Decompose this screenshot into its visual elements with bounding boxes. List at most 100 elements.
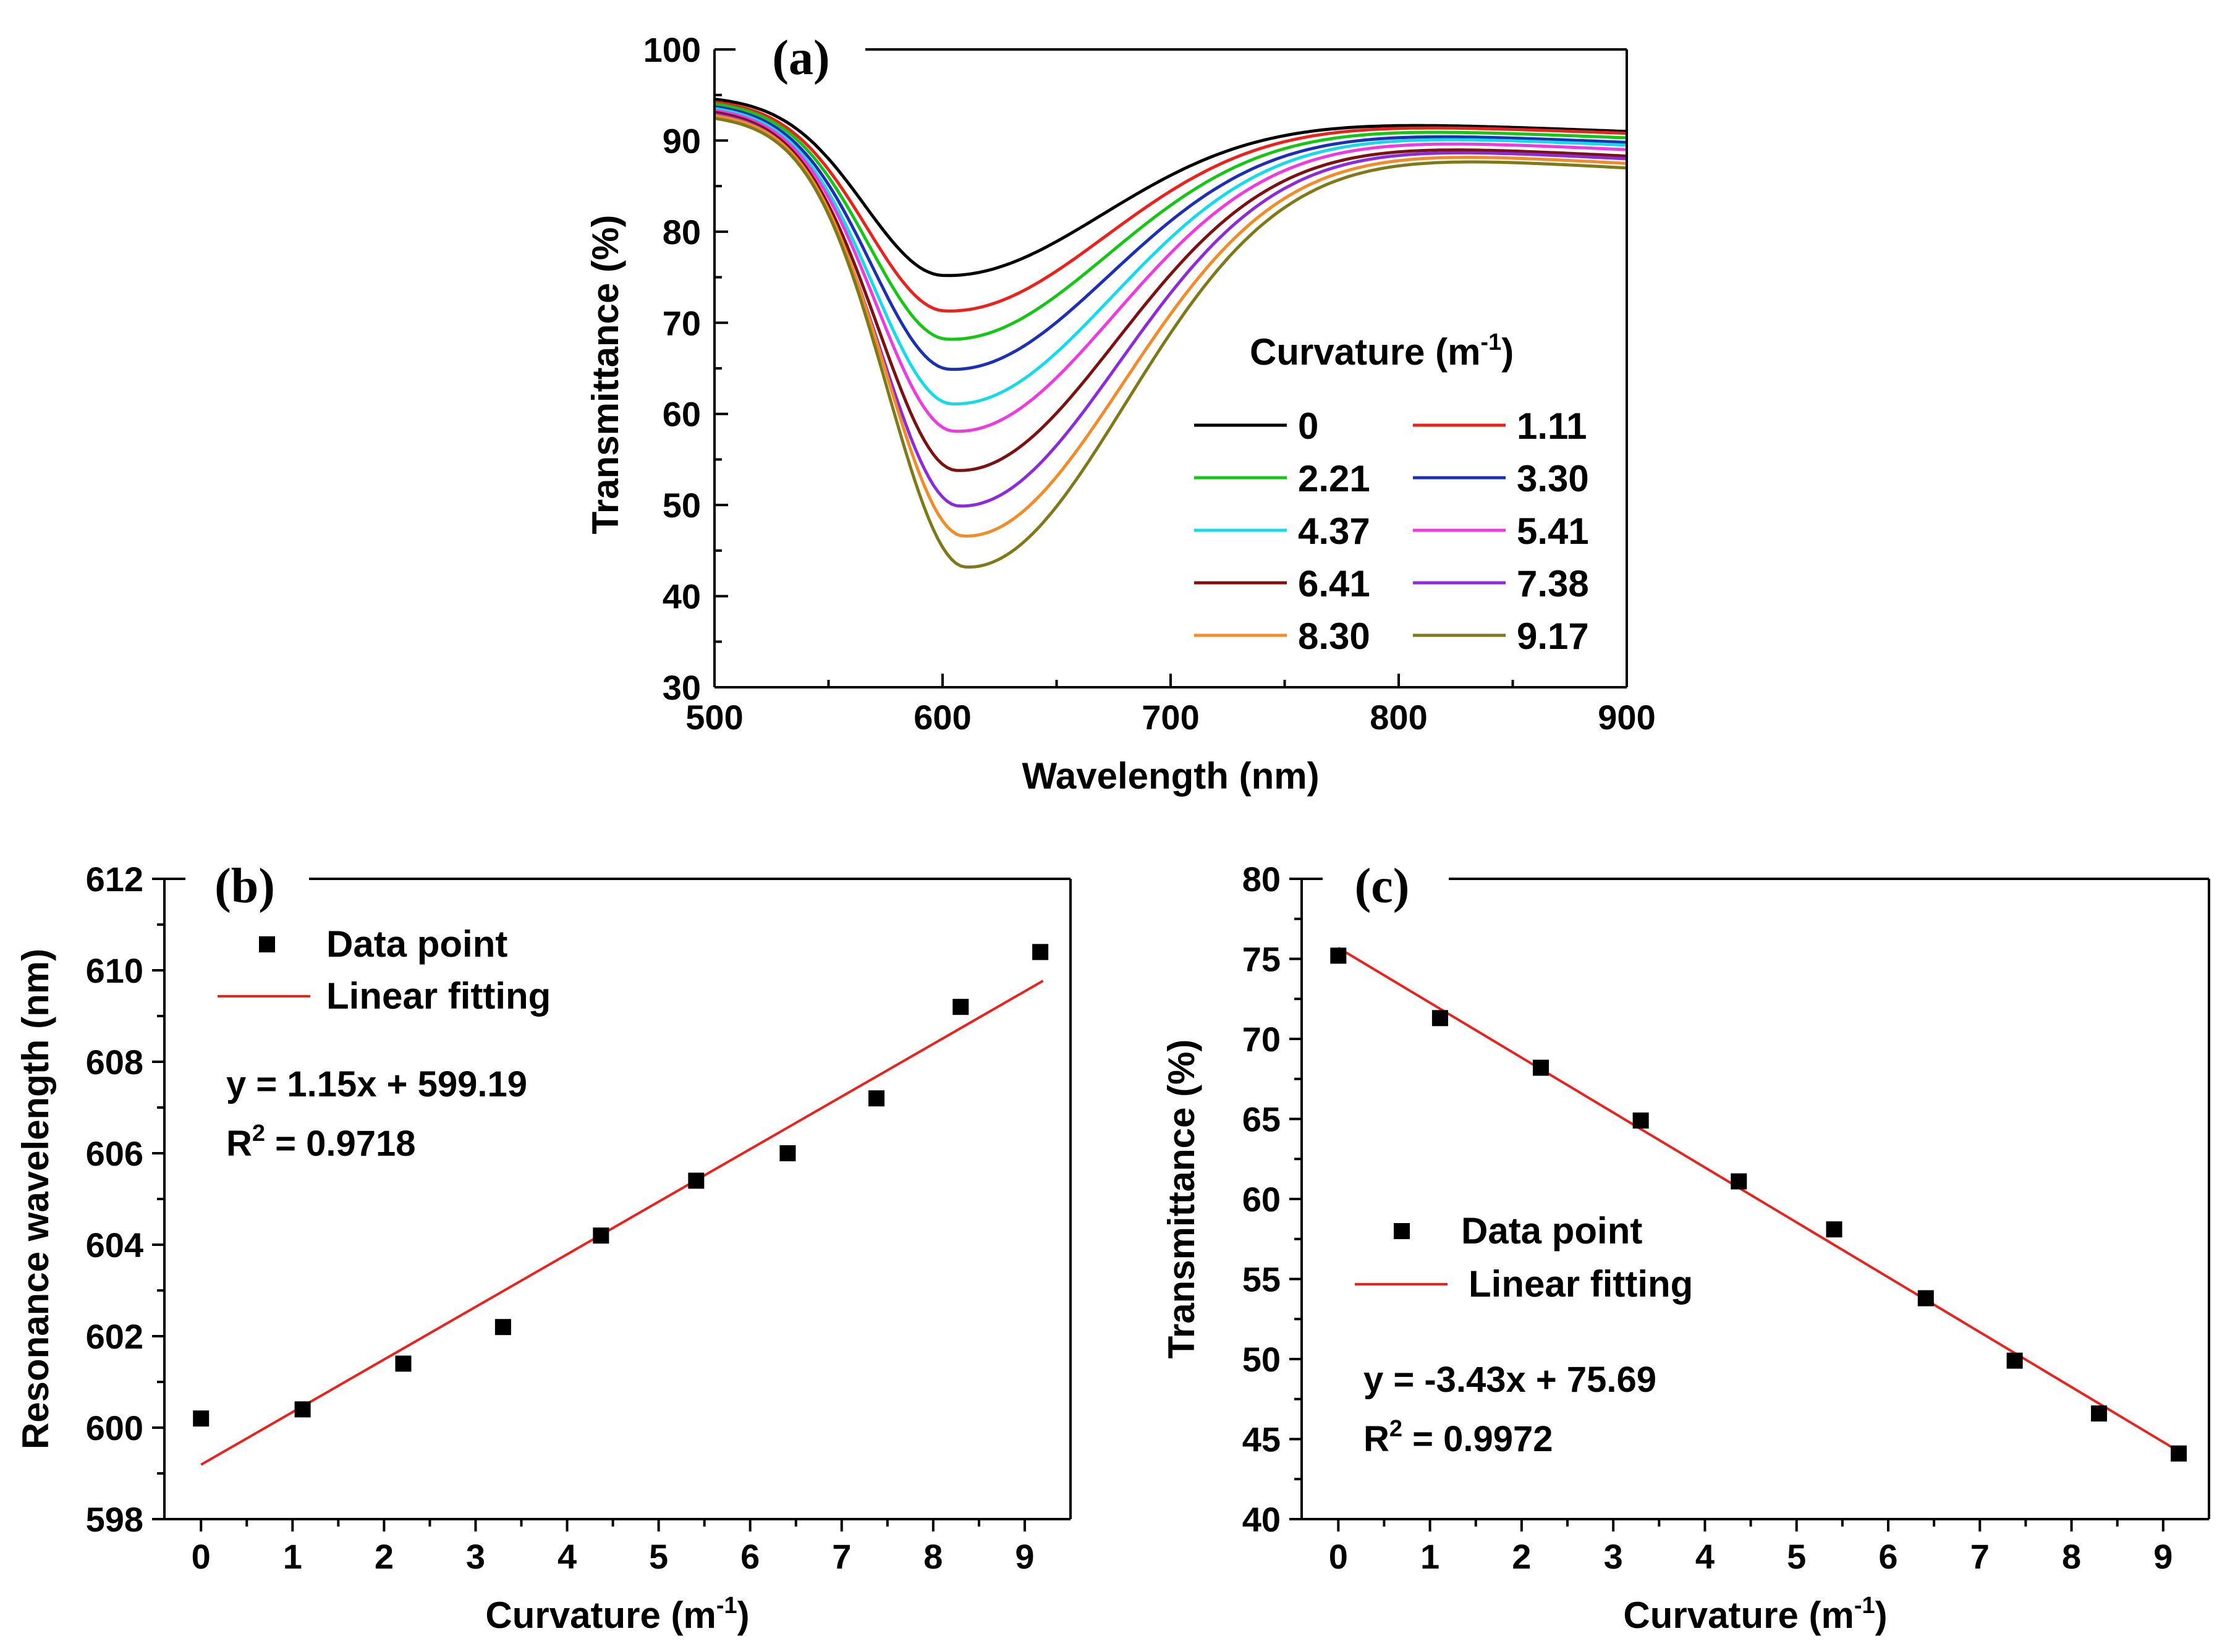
data-point (1731, 1173, 1747, 1190)
fit-line (200, 980, 1044, 1466)
y-tick-label: 45 (1242, 1420, 1281, 1459)
curve-series-9 (714, 116, 1627, 569)
y-tick-label: 606 (86, 1134, 143, 1173)
x-tick-label: 8 (2062, 1537, 2081, 1576)
x-tick-label: 9 (1015, 1537, 1034, 1576)
r-squared: R2 = 0.9972 (1363, 1416, 1553, 1459)
data-point (2006, 1352, 2023, 1369)
y-tick-label: 40 (1242, 1500, 1281, 1539)
panel-label: (c) (1355, 859, 1410, 913)
data-point (593, 1227, 609, 1244)
x-tick-label: 4 (1695, 1537, 1715, 1576)
x-tick-label: 0 (1329, 1537, 1348, 1576)
y-tick-label: 75 (1242, 940, 1281, 979)
y-tick-label: 612 (86, 860, 143, 899)
x-axis-label-superscript: -1 (1854, 1593, 1875, 1619)
legend-label: 3.30 (1517, 458, 1589, 499)
data-point (1032, 944, 1049, 960)
x-tick-label: 3 (1604, 1537, 1623, 1576)
curve-series-8 (714, 114, 1627, 538)
curve-series-6 (714, 111, 1627, 472)
data-point (1632, 1112, 1649, 1129)
data-point (688, 1172, 705, 1189)
x-tick-label: 900 (1598, 698, 1655, 737)
x-tick-label: 7 (1970, 1537, 1990, 1576)
r-squared-superscript: 2 (252, 1120, 265, 1146)
y-tick-label: 80 (1242, 860, 1281, 899)
data-point (494, 1319, 511, 1336)
y-tick-label: 55 (1242, 1260, 1281, 1299)
curve-series-3 (714, 105, 1627, 371)
r-squared-prefix: R (1363, 1419, 1389, 1459)
data-point (2171, 1445, 2187, 1462)
data-point (1917, 1290, 1934, 1307)
legend-label: 5.41 (1517, 510, 1589, 552)
r-squared-value: = 0.9718 (265, 1124, 416, 1164)
legend-label-data: Data point (326, 923, 507, 965)
x-tick-label: 1 (1420, 1537, 1439, 1576)
x-axis-label-end: ) (1875, 1595, 1888, 1636)
y-axis-label: Resonance wavelength (nm) (15, 949, 56, 1449)
legend-label: 8.30 (1298, 616, 1370, 657)
x-tick-label: 6 (740, 1537, 760, 1576)
x-tick-label: 9 (2153, 1537, 2173, 1576)
legend-label: 2.21 (1298, 458, 1370, 499)
x-tick-label: 4 (558, 1537, 577, 1576)
y-tick-label: 602 (86, 1317, 143, 1356)
curve-series-2 (714, 102, 1627, 341)
r-squared: R2 = 0.9718 (226, 1120, 416, 1164)
x-tick-label: 5 (1787, 1537, 1806, 1576)
x-axis-label-superscript: -1 (716, 1593, 737, 1619)
data-point (952, 999, 969, 1015)
curve-series-7 (714, 112, 1627, 508)
fit-equation: y = 1.15x + 599.19 (226, 1064, 527, 1104)
data-point (779, 1145, 796, 1161)
legend-title-superscript: -1 (1480, 329, 1501, 355)
y-tick-label: 50 (1242, 1340, 1281, 1379)
x-axis-label-end: ) (737, 1595, 750, 1636)
y-tick-label: 70 (663, 303, 701, 342)
x-tick-label: 3 (466, 1537, 485, 1576)
x-tick-label: 700 (1142, 698, 1199, 737)
legend-label-data: Data point (1461, 1210, 1642, 1252)
y-tick-label: 100 (643, 30, 701, 69)
y-tick-label: 60 (663, 395, 701, 434)
x-tick-label: 800 (1370, 698, 1427, 737)
curve-series-5 (714, 109, 1627, 433)
legend-label-fit: Linear fitting (1469, 1263, 1693, 1305)
data-point (1330, 947, 1347, 964)
legend-title: Curvature (m-1) (1250, 329, 1514, 373)
x-tick-label: 8 (923, 1537, 943, 1576)
y-tick-label: 604 (86, 1226, 143, 1264)
x-tick-label: 5 (649, 1537, 668, 1576)
legend-label: 6.41 (1298, 563, 1370, 604)
panel-b-chart: 0 1 2 3 4 5 6 7 8 9 598 600 602 604 606 608 610 612 (b) Cur… (15, 859, 1072, 1636)
y-tick-label: 600 (86, 1408, 143, 1447)
y-tick-label: 30 (663, 668, 701, 707)
x-tick-label: 7 (832, 1537, 851, 1576)
y-tick-label: 70 (1242, 1020, 1281, 1059)
data-point (395, 1355, 412, 1372)
y-tick-label: 80 (663, 213, 701, 252)
x-tick-label: 6 (1878, 1537, 1897, 1576)
panel-label: (a) (772, 31, 829, 85)
fit-equation: y = -3.43x + 75.69 (1363, 1360, 1656, 1400)
x-tick-label: 1 (283, 1537, 302, 1576)
x-tick-label: 2 (1512, 1537, 1531, 1576)
y-tick-label: 610 (86, 951, 143, 990)
data-point (2091, 1405, 2108, 1422)
legend-title-end: ) (1501, 331, 1514, 373)
legend-label: 4.37 (1298, 510, 1370, 552)
curve-series-1 (714, 100, 1627, 313)
y-tick-label: 65 (1242, 1100, 1281, 1139)
fit-line (1338, 946, 2182, 1454)
data-point (1826, 1221, 1842, 1238)
data-point (868, 1090, 885, 1107)
y-tick-label: 598 (86, 1500, 143, 1539)
data-point (193, 1410, 210, 1427)
r-squared-value: = 0.9972 (1402, 1419, 1553, 1459)
curve-series-0 (714, 97, 1627, 277)
data-point (1533, 1059, 1550, 1076)
y-axis-label: Transmittance (%) (1161, 1040, 1202, 1359)
